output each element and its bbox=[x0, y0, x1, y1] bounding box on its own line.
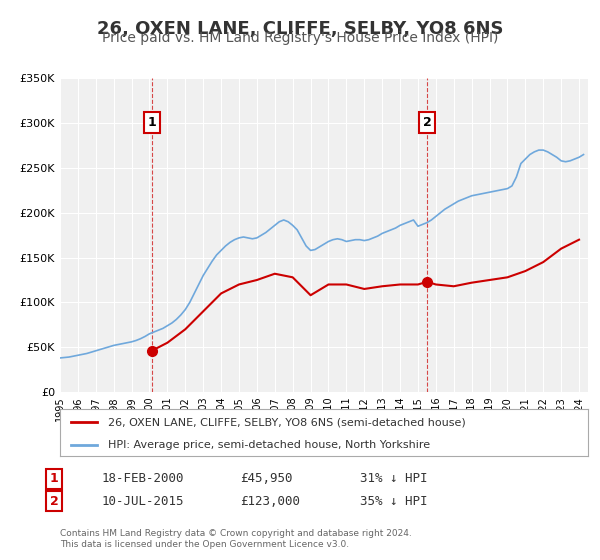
Text: £45,950: £45,950 bbox=[240, 472, 293, 486]
Text: 26, OXEN LANE, CLIFFE, SELBY, YO8 6NS: 26, OXEN LANE, CLIFFE, SELBY, YO8 6NS bbox=[97, 20, 503, 38]
Text: 1: 1 bbox=[147, 116, 156, 129]
Text: 26, OXEN LANE, CLIFFE, SELBY, YO8 6NS (semi-detached house): 26, OXEN LANE, CLIFFE, SELBY, YO8 6NS (s… bbox=[107, 417, 465, 427]
Text: £123,000: £123,000 bbox=[240, 494, 300, 508]
Text: 2: 2 bbox=[50, 494, 58, 508]
Text: HPI: Average price, semi-detached house, North Yorkshire: HPI: Average price, semi-detached house,… bbox=[107, 440, 430, 450]
Text: 1: 1 bbox=[50, 472, 58, 486]
Text: 10-JUL-2015: 10-JUL-2015 bbox=[102, 494, 185, 508]
Text: Price paid vs. HM Land Registry's House Price Index (HPI): Price paid vs. HM Land Registry's House … bbox=[102, 31, 498, 45]
Text: 35% ↓ HPI: 35% ↓ HPI bbox=[360, 494, 427, 508]
Text: 31% ↓ HPI: 31% ↓ HPI bbox=[360, 472, 427, 486]
Text: Contains HM Land Registry data © Crown copyright and database right 2024.
This d: Contains HM Land Registry data © Crown c… bbox=[60, 529, 412, 549]
Text: 2: 2 bbox=[423, 116, 431, 129]
Text: 18-FEB-2000: 18-FEB-2000 bbox=[102, 472, 185, 486]
